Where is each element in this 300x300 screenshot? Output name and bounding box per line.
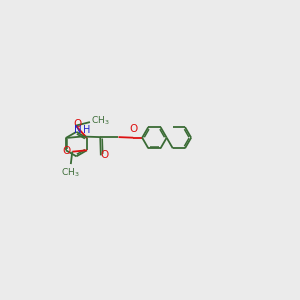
Text: O: O xyxy=(100,150,109,161)
Text: O: O xyxy=(129,124,137,134)
Text: O: O xyxy=(74,119,82,129)
Text: CH$_3$: CH$_3$ xyxy=(61,167,80,179)
Text: N: N xyxy=(74,125,82,135)
Text: H: H xyxy=(83,125,91,135)
Text: CH$_3$: CH$_3$ xyxy=(91,115,110,128)
Text: O: O xyxy=(63,146,71,156)
